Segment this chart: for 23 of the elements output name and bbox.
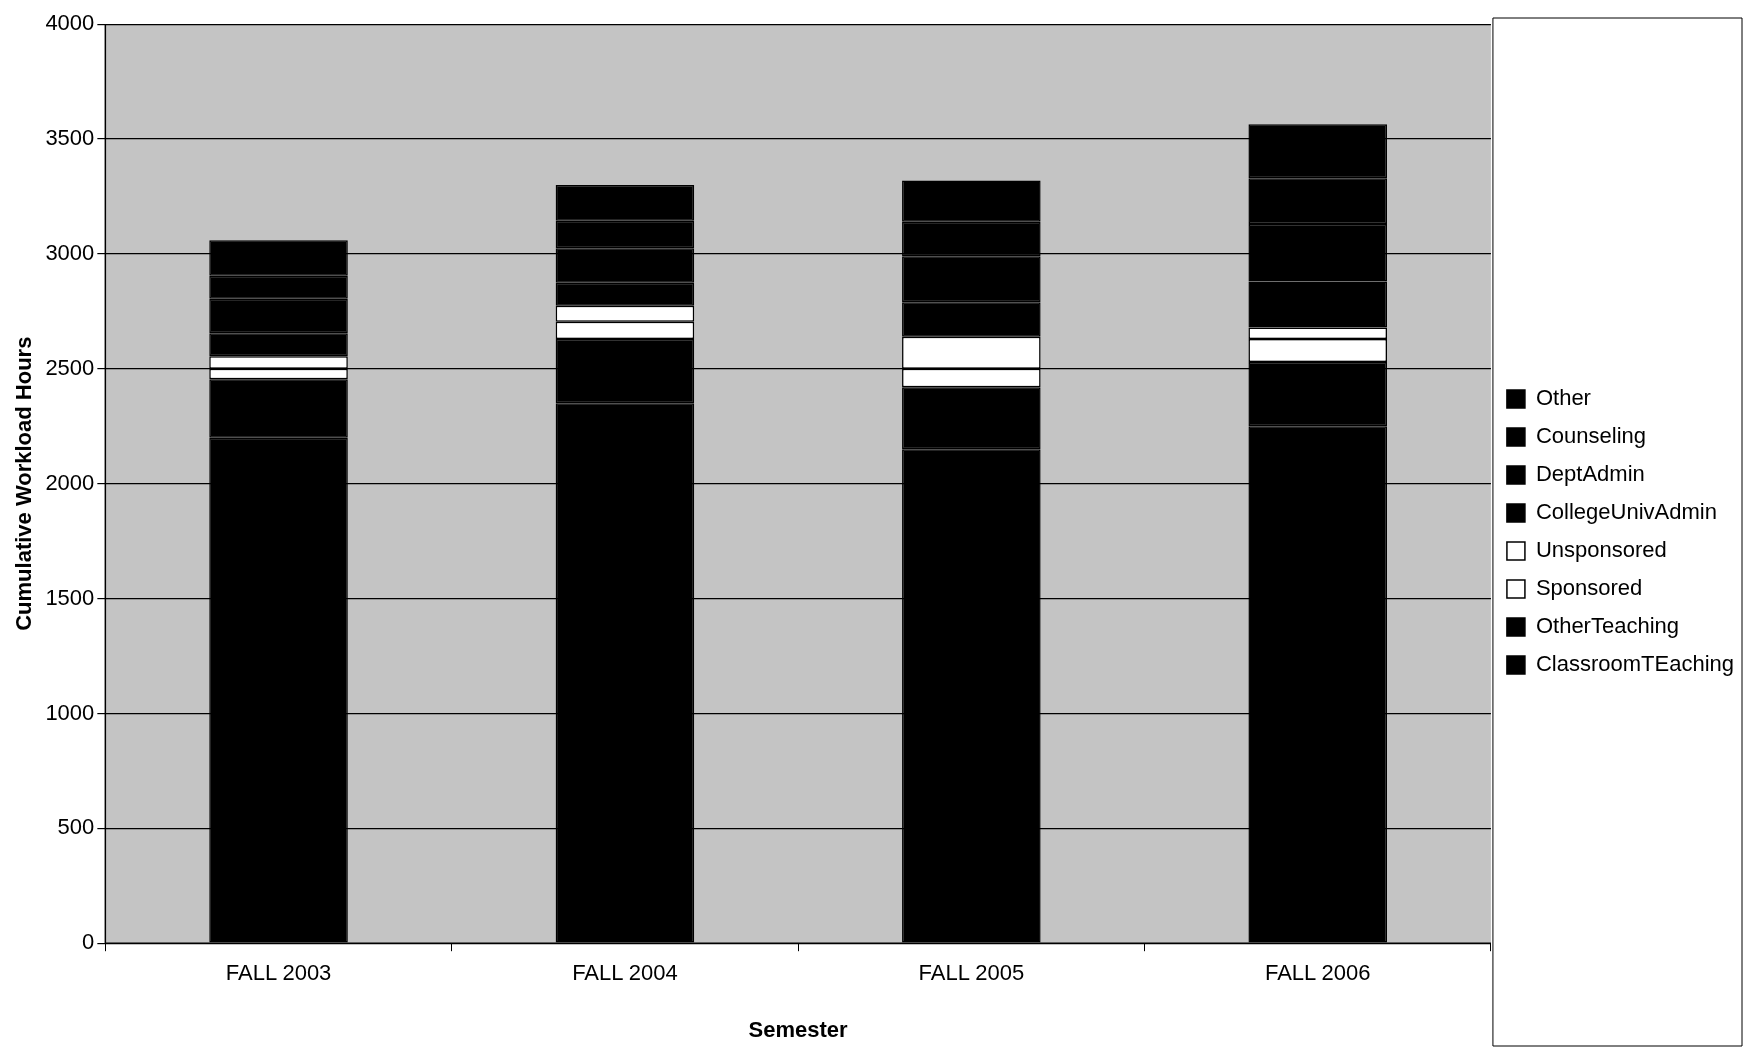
legend-label: Other (1535, 385, 1591, 411)
legend-label: OtherTeaching (1535, 613, 1680, 639)
y-tick-label: 3500 (45, 125, 95, 151)
x-tick-label: FALL 2004 (572, 960, 678, 986)
legend-label: Sponsored (1535, 575, 1643, 601)
y-axis-title: Cumulative Workload Hours (11, 336, 37, 631)
y-tick-label: 2000 (45, 469, 95, 495)
legend-label: Counseling (1535, 423, 1646, 449)
legend-label: Unsponsored (1535, 537, 1667, 563)
y-tick-label: 3000 (45, 240, 95, 266)
y-tick-label: 500 (57, 814, 95, 840)
legend-label: CollegeUnivAdmin (1535, 499, 1717, 525)
y-tick-label: 1500 (45, 584, 95, 610)
y-tick-label: 2500 (45, 354, 95, 380)
x-axis-title: Semester (748, 1016, 849, 1042)
y-tick-label: 0 (82, 929, 95, 955)
legend-label: DeptAdmin (1535, 461, 1645, 487)
legend-label: ClassroomTEaching (1535, 651, 1734, 677)
y-tick-label: 4000 (45, 10, 95, 36)
x-tick-label: FALL 2005 (918, 960, 1025, 986)
y-tick-label: 1000 (45, 699, 95, 725)
x-tick-label: FALL 2006 (1264, 960, 1371, 986)
x-tick-label: FALL 2003 (225, 960, 332, 986)
